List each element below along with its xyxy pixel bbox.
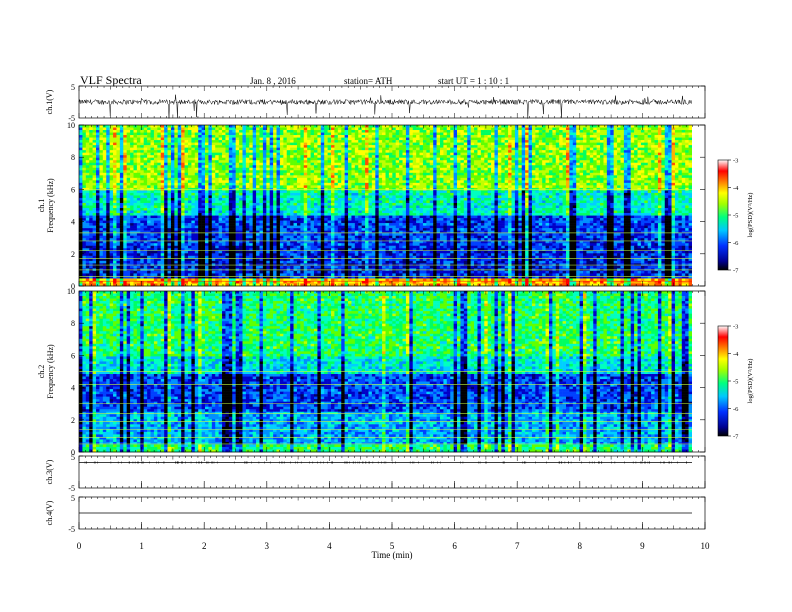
ch2-spectrogram-ylabel: ch.2Frequency (kHz) [37, 344, 55, 399]
ch1-waveform-ylabel: ch.1(V) [45, 89, 54, 114]
figure-title: VLF Spectra [80, 73, 142, 87]
ch2-colorbar-scale [717, 325, 729, 437]
ch2-spectrogram-colorbar-tick-label: -6 [733, 406, 739, 413]
ch2-spectrogram-colorbar-tick-label: -3 [733, 324, 738, 331]
time-tick-label: 8 [578, 541, 583, 551]
ch2-spectrogram-ytick-label: 6 [71, 351, 75, 360]
ch4-waveform-panel: 5 -5 ch.4(V) [45, 494, 706, 534]
ch2-spectrogram-empty [692, 291, 705, 452]
ch1-spectrogram-ylabel: ch.1Frequency (kHz) [37, 178, 55, 233]
ch2-spectrogram-colorbar-tick-label: -4 [733, 351, 739, 358]
ch1-waveform-trace [78, 94, 692, 119]
ch1-spectrogram-ytick-label: 4 [71, 218, 75, 227]
ch1-spectrogram-ytick-label: 8 [71, 153, 75, 162]
ch1-spectrogram-ytick-label: 10 [67, 121, 75, 130]
ch1-spectrogram-ytick-label: 6 [71, 185, 75, 194]
ch2-spectrogram-ylabel-line: ch.2 [37, 365, 46, 379]
ch1-spectrogram-colorbar-label: log(PSD)(V²/Hz) [747, 193, 754, 238]
ch2-spectrogram-ytick-label: 4 [71, 384, 75, 393]
time-tick-label: 5 [390, 541, 395, 551]
ch1-spectrogram-ytick-label: 0 [71, 282, 75, 291]
ch2-spectrogram-panel: 0 2 4 6 8 10 ch.2Frequency (kHz) [37, 287, 706, 457]
ch4-waveform-ytick-top: 5 [71, 494, 75, 503]
ch1-spectrogram-empty [692, 125, 705, 286]
ch2-spectrogram-colorbar-tick-label: -5 [733, 379, 738, 386]
ch1-waveform-ytick-top: 5 [71, 83, 75, 92]
time-axis: 0 1 2 3 4 5 6 7 8 9 10 Time (min) [77, 481, 710, 560]
ch1-spectrogram-colorbar-tick-label: -6 [733, 240, 739, 247]
ch1-spectrogram-colorbar-tick-label: -3 [733, 158, 738, 165]
ch1-spectrogram-colorbar-tick-label: -5 [733, 213, 738, 220]
ch1-spectrogram-ylabel-line: Frequency (kHz) [46, 178, 55, 233]
ch2-spectrogram-ylabel-line: Frequency (kHz) [46, 344, 55, 399]
time-tick-label: 7 [515, 541, 520, 551]
ch1-waveform-ytick-bottom: -5 [68, 114, 75, 123]
ch3-waveform-ytick-bottom: -5 [68, 484, 75, 493]
ch4-waveform-ytick-bottom: -5 [68, 525, 75, 534]
ch2-spectrogram-ytick-label: 8 [71, 319, 75, 328]
ch4-waveform-ylabel: ch.4(V) [45, 500, 54, 525]
start-time-label: start UT = 1 : 10 : 1 [438, 76, 509, 86]
time-tick-label: 1 [139, 541, 144, 551]
ch1-spectrogram-ytick-label: 2 [71, 250, 75, 259]
time-tick-label: 2 [202, 541, 207, 551]
ch3-waveform-panel: 5 -5 ch.3(V) [45, 453, 706, 493]
time-tick-label: 4 [327, 541, 332, 551]
time-tick-label: 0 [77, 541, 82, 551]
ch2-spectrogram-ytick-label: 10 [67, 287, 75, 296]
ch2-spectrogram-ytick-label: 2 [71, 416, 75, 425]
station-label: station= ATH [344, 76, 393, 86]
time-tick-label: 10 [701, 541, 711, 551]
ch1-colorbar: -3 -4 -5 -6 -7 log(PSD)(V²/Hz) [717, 158, 754, 275]
ch1-spectrogram-ylabel-line: ch.1 [37, 199, 46, 213]
ch2-spectrogram-cells [79, 291, 693, 453]
ch1-spectrogram-panel: 0 2 4 6 8 10 ch.1Frequency (kHz) [37, 121, 706, 291]
ch2-spectrogram-colorbar-label: log(PSD)(V²/Hz) [747, 359, 754, 404]
ch1-spectrogram-cells [79, 125, 693, 287]
ch2-spectrogram-ytick-label: 0 [71, 448, 75, 457]
ch1-spectrogram-colorbar-tick-label: -4 [733, 185, 739, 192]
time-tick-label: 9 [640, 541, 645, 551]
time-tick-label: 6 [452, 541, 457, 551]
ch2-spectrogram-colorbar-tick-label: -7 [733, 434, 739, 441]
time-axis-label: Time (min) [372, 550, 413, 560]
ch3-waveform-ytick-top: 5 [71, 453, 75, 462]
time-tick-label: 3 [265, 541, 270, 551]
ch2-colorbar: -3 -4 -5 -6 -7 log(PSD)(V²/Hz) [717, 324, 754, 441]
ch1-colorbar-scale [717, 159, 729, 271]
ch1-spectrogram-colorbar-tick-label: -7 [733, 268, 739, 275]
ch1-waveform-panel: 5 -5 ch.1(V) [45, 83, 706, 123]
date-label: Jan. 8 , 2016 [250, 76, 296, 86]
ch3-waveform-ylabel: ch.3(V) [45, 459, 54, 484]
